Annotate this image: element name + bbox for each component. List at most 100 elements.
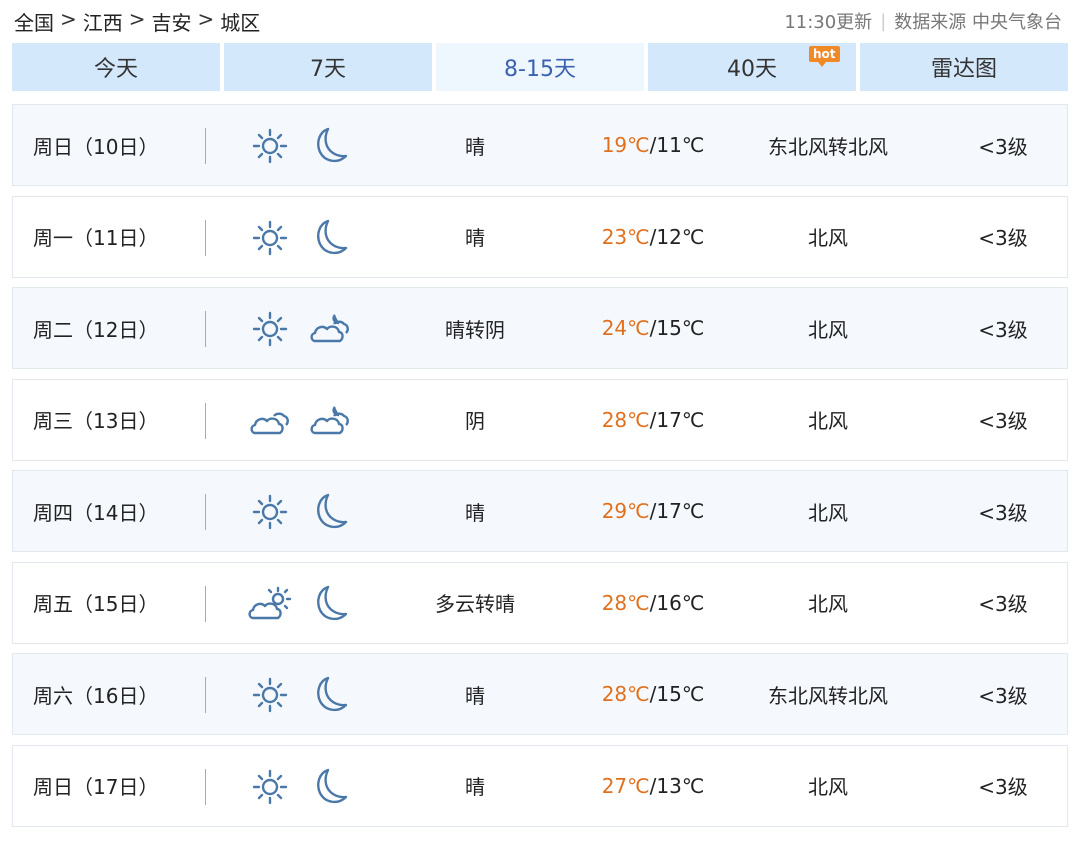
cloud-sun-icon — [247, 582, 293, 631]
temperature: 19℃/11℃ — [601, 133, 705, 157]
weather-icons — [247, 673, 353, 722]
breadcrumb-separator: > — [60, 6, 77, 31]
tab-label: 今天 — [93, 57, 138, 82]
breadcrumb: 全国 > 江西 > 吉安 > 城区 — [14, 7, 260, 36]
wind-direction: 北风 — [808, 317, 848, 342]
low-temp: 17℃ — [656, 499, 705, 523]
tab-7-days[interactable]: 7天 — [224, 43, 432, 91]
forecast-list: 周日（10日） 晴 19℃/11℃ 东北风转北风 <3级 周一（11日） 晴 23… — [12, 104, 1068, 836]
weather-text: 晴 — [465, 500, 485, 525]
forecast-row: 周五（15日） 多云转晴 28℃/16℃ 北风 <3级 — [12, 561, 1068, 644]
breadcrumb-item: 城区 — [220, 10, 261, 35]
hot-badge: hot — [809, 46, 840, 67]
temperature: 27℃/13℃ — [601, 773, 705, 798]
sun-icon — [247, 307, 293, 356]
breadcrumb-item[interactable]: 全国 — [14, 10, 54, 35]
sun-icon — [247, 216, 293, 265]
high-temp: 28℃ — [601, 590, 650, 615]
date: 周一（11日） — [33, 226, 159, 250]
weather-icons — [247, 765, 353, 814]
data-source: 数据来源 中央气象台 — [894, 12, 1062, 33]
breadcrumb-separator: > — [197, 6, 215, 31]
low-temp: 11℃ — [656, 133, 705, 157]
high-temp: 19℃ — [601, 133, 650, 157]
date: 周日（10日） — [33, 134, 159, 159]
high-temp: 28℃ — [601, 682, 650, 706]
weather-text: 阴 — [465, 409, 485, 433]
wind-direction: 北风 — [808, 592, 848, 616]
wind-direction: 东北风转北风 — [768, 134, 888, 159]
weather-text: 晴 — [465, 226, 485, 250]
high-temp: 29℃ — [601, 499, 650, 523]
weather-text: 晴转阴 — [445, 317, 505, 342]
forecast-row: 周二（12日） 晴转阴 24℃/15℃ 北风 <3级 — [12, 287, 1068, 369]
date: 周三（13日） — [33, 409, 159, 433]
wind-level: <3级 — [978, 775, 1028, 799]
wind-level: <3级 — [978, 226, 1028, 250]
forecast-row: 周日（10日） 晴 19℃/11℃ 东北风转北风 <3级 — [12, 104, 1068, 186]
divider: | — [880, 10, 887, 32]
moon-icon — [307, 765, 353, 814]
header-bar: 全国 > 江西 > 吉安 > 城区 11:30更新 | 数据来源 中央气象台 — [14, 6, 1062, 36]
breadcrumb-separator: > — [128, 6, 146, 31]
weather-text: 晴 — [465, 134, 485, 159]
moon-icon — [307, 216, 353, 265]
sun-icon — [247, 490, 293, 539]
wind-level: <3级 — [978, 317, 1028, 342]
low-temp: 12℃ — [656, 224, 705, 249]
high-temp: 24℃ — [601, 316, 650, 340]
divider — [205, 402, 206, 439]
high-temp: 28℃ — [601, 407, 650, 432]
sun-icon — [247, 765, 293, 814]
cloud-icon — [247, 399, 293, 448]
weather-icons — [247, 399, 353, 448]
wind-direction: 东北风转北风 — [768, 683, 888, 708]
date: 周日（17日） — [33, 775, 159, 799]
temperature: 29℃/17℃ — [601, 499, 705, 523]
wind-level: <3级 — [978, 683, 1028, 708]
low-temp: 17℃ — [656, 407, 705, 432]
wind-level: <3级 — [978, 134, 1028, 159]
low-temp: 13℃ — [656, 773, 705, 798]
tab-radar[interactable]: 雷达图 — [860, 43, 1068, 91]
tab-label: 7天 — [310, 57, 346, 82]
tab-label: 雷达图 — [930, 57, 997, 82]
wind-direction: 北风 — [808, 775, 848, 799]
weather-text: 晴 — [465, 683, 485, 708]
update-time: 11:30更新 — [784, 12, 873, 33]
high-temp: 27℃ — [601, 773, 650, 798]
tab-today[interactable]: 今天 — [12, 43, 220, 91]
date: 周五（15日） — [33, 592, 159, 616]
weather-text: 多云转晴 — [435, 592, 515, 616]
divider — [205, 768, 206, 805]
wind-level: <3级 — [978, 592, 1028, 616]
sun-icon — [247, 673, 293, 722]
high-temp: 23℃ — [601, 224, 650, 249]
divider — [205, 128, 206, 164]
tab-8-15-days[interactable]: 8-15天 — [436, 43, 644, 91]
date: 周六（16日） — [33, 683, 159, 708]
cloud-night-icon — [307, 399, 353, 448]
weather-text: 晴 — [465, 775, 485, 799]
temperature: 28℃/15℃ — [601, 682, 705, 706]
low-temp: 15℃ — [656, 316, 705, 340]
moon-icon — [307, 124, 353, 173]
tab-label: 8-15天 — [504, 57, 576, 82]
divider — [205, 219, 206, 256]
forecast-row: 周日（17日） 晴 27℃/13℃ 北风 <3级 — [12, 744, 1068, 827]
sun-icon — [247, 124, 293, 173]
temperature: 28℃/17℃ — [601, 407, 705, 432]
date: 周四（14日） — [33, 500, 159, 525]
breadcrumb-item[interactable]: 吉安 — [151, 10, 192, 35]
wind-direction: 北风 — [808, 500, 848, 525]
wind-direction: 北风 — [808, 409, 848, 433]
weather-icons — [247, 124, 353, 173]
forecast-row: 周三（13日） 阴 28℃/17℃ 北风 <3级 — [12, 378, 1068, 461]
wind-level: <3级 — [978, 500, 1028, 525]
forecast-row: 周一（11日） 晴 23℃/12℃ 北风 <3级 — [12, 195, 1068, 278]
tab-40-days[interactable]: 40天 hot — [648, 43, 856, 91]
breadcrumb-item[interactable]: 江西 — [82, 10, 123, 35]
moon-icon — [307, 490, 353, 539]
moon-icon — [307, 582, 353, 631]
cloud-night-icon — [307, 307, 353, 356]
